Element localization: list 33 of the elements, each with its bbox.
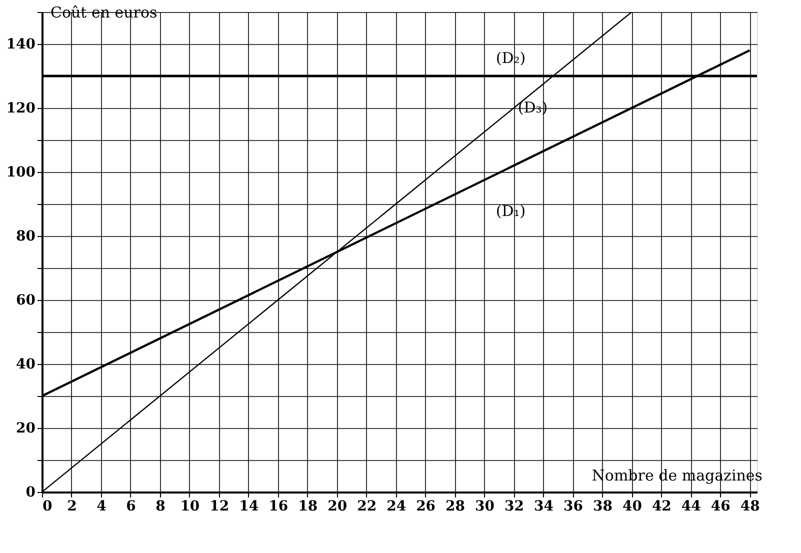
y-tick-label: 100: [6, 164, 36, 180]
x-tick-label: 24: [386, 498, 406, 514]
x-tick-label: 8: [156, 498, 166, 514]
x-tick-label: 36: [563, 498, 583, 514]
x-tick-label: 46: [710, 498, 730, 514]
x-tick-label: 0: [42, 498, 52, 514]
y-tick-label: 120: [6, 100, 36, 116]
y-tick-label: 0: [26, 484, 36, 500]
x-tick-label: 26: [416, 498, 436, 514]
y-tick-label: 60: [16, 292, 36, 308]
x-tick-label: 16: [268, 498, 288, 514]
x-tick-label: 10: [180, 498, 200, 514]
x-tick-label: 48: [740, 498, 760, 514]
x-tick-label: 18: [298, 498, 318, 514]
x-tick-label: 34: [534, 498, 554, 514]
x-tick-label: 14: [239, 498, 259, 514]
x-tick-label: 4: [96, 498, 107, 514]
x-tick-label: 20: [328, 498, 348, 514]
x-tick-label: 28: [446, 498, 466, 514]
x-tick-label: 30: [475, 498, 495, 514]
x-tick-label: 38: [592, 498, 612, 514]
y-tick-label: 40: [16, 356, 36, 372]
y-tick-label: 80: [16, 228, 36, 244]
y-tick-label: 20: [16, 420, 36, 436]
x-tick-label: 12: [210, 498, 230, 514]
x-tick-label: 2: [67, 498, 77, 514]
x-tick-label: 40: [622, 498, 642, 514]
x-tick-label: 32: [504, 498, 524, 514]
x-tick-label: 42: [652, 498, 672, 514]
x-tick-label: 6: [126, 498, 136, 514]
x-tick-label: 22: [357, 498, 377, 514]
y-tick-label: 140: [6, 36, 36, 52]
x-tick-label: 44: [681, 498, 702, 514]
